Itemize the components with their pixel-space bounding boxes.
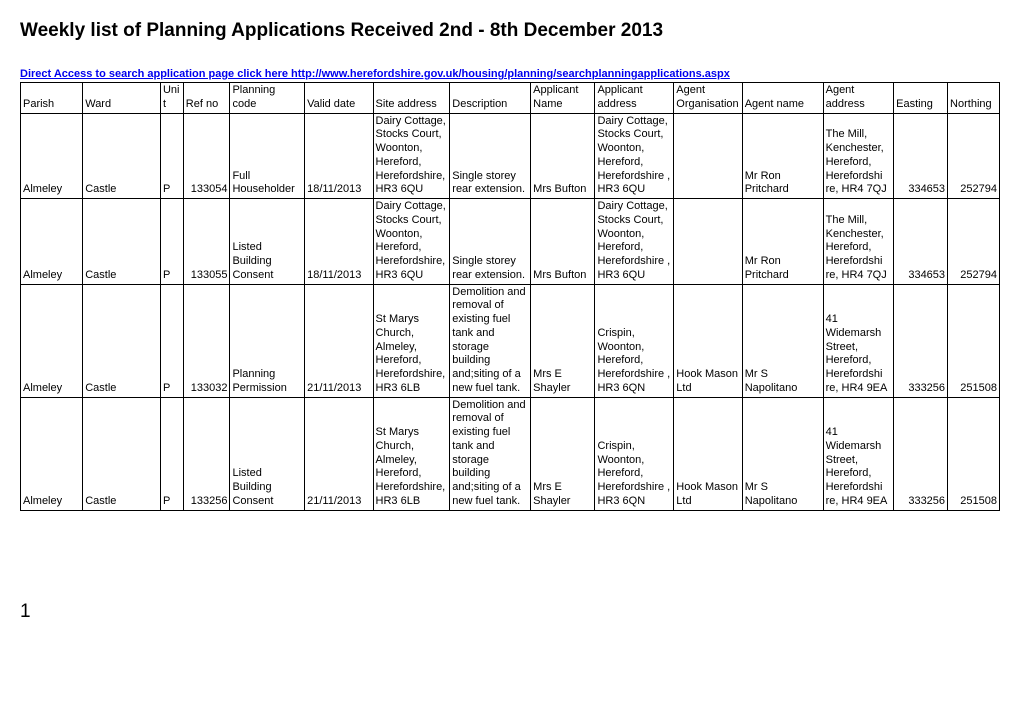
cell-unit: P <box>160 199 183 285</box>
col-valid: Valid date <box>305 83 373 114</box>
cell-agentorg <box>674 199 742 285</box>
col-agentnm: Agent name <box>742 83 823 114</box>
cell-appaddr: Dairy Cottage, Stocks Court, Woonton, He… <box>595 113 674 199</box>
cell-refno: 133055 <box>183 199 230 285</box>
search-application-link[interactable]: Direct Access to search application page… <box>20 68 730 80</box>
cell-agentorg <box>674 113 742 199</box>
col-refno: Ref no <box>183 83 230 114</box>
cell-agentnm: Mr Ron Pritchard <box>742 199 823 285</box>
cell-site: Dairy Cottage, Stocks Court, Woonton, He… <box>373 199 450 285</box>
cell-agentadr: 41 Widemarsh Street, Hereford, Herefords… <box>823 397 894 510</box>
cell-easting: 333256 <box>894 397 948 510</box>
cell-desc: Demolition and removal of existing fuel … <box>450 284 531 397</box>
cell-agentadr: The Mill, Kenchester, Hereford, Hereford… <box>823 199 894 285</box>
cell-appname: Mrs E Shayler <box>531 397 595 510</box>
cell-agentadr: The Mill, Kenchester, Hereford, Hereford… <box>823 113 894 199</box>
cell-easting: 334653 <box>894 199 948 285</box>
cell-code: Full Householder <box>230 113 305 199</box>
cell-code: Planning Permission <box>230 284 305 397</box>
cell-agentnm: Mr Ron Pritchard <box>742 113 823 199</box>
col-appname: Applicant Name <box>531 83 595 114</box>
cell-site: Dairy Cottage, Stocks Court, Woonton, He… <box>373 113 450 199</box>
cell-refno: 133054 <box>183 113 230 199</box>
cell-ward: Castle <box>83 397 161 510</box>
cell-agentnm: Mr S Napolitano <box>742 397 823 510</box>
cell-site: St Marys Church, Almeley, Hereford, Here… <box>373 284 450 397</box>
cell-unit: P <box>160 284 183 397</box>
cell-ward: Castle <box>83 113 161 199</box>
cell-appaddr: Crispin, Woonton, Hereford, Herefordshir… <box>595 284 674 397</box>
col-northing: Northing <box>948 83 1000 114</box>
cell-northing: 252794 <box>948 113 1000 199</box>
cell-easting: 334653 <box>894 113 948 199</box>
cell-appaddr: Dairy Cottage, Stocks Court, Woonton, He… <box>595 199 674 285</box>
cell-valid: 21/11/2013 <box>305 284 373 397</box>
cell-appname: Mrs Bufton <box>531 113 595 199</box>
cell-easting: 333256 <box>894 284 948 397</box>
cell-desc: Single storey rear extension. <box>450 113 531 199</box>
col-agentadr: Agent address <box>823 83 894 114</box>
page-number: 1 <box>20 601 1000 623</box>
cell-parish: Almeley <box>21 199 83 285</box>
cell-agentorg: Hook Mason Ltd <box>674 284 742 397</box>
cell-valid: 18/11/2013 <box>305 199 373 285</box>
cell-appname: Mrs E Shayler <box>531 284 595 397</box>
cell-appname: Mrs Bufton <box>531 199 595 285</box>
cell-valid: 21/11/2013 <box>305 397 373 510</box>
cell-desc: Demolition and removal of existing fuel … <box>450 397 531 510</box>
cell-parish: Almeley <box>21 284 83 397</box>
col-desc: Description <box>450 83 531 114</box>
table-row: AlmeleyCastleP133256Listed Building Cons… <box>21 397 1000 510</box>
cell-agentadr: 41 Widemarsh Street, Hereford, Herefords… <box>823 284 894 397</box>
cell-agentnm: Mr S Napolitano <box>742 284 823 397</box>
page-title: Weekly list of Planning Applications Rec… <box>20 20 1000 42</box>
col-appaddr: Applicant address <box>595 83 674 114</box>
cell-northing: 252794 <box>948 199 1000 285</box>
applications-table: Parish Ward Unit Ref no Planning code Va… <box>20 82 1000 511</box>
cell-desc: Single storey rear extension. <box>450 199 531 285</box>
cell-parish: Almeley <box>21 397 83 510</box>
table-row: AlmeleyCastleP133055Listed Building Cons… <box>21 199 1000 285</box>
cell-ward: Castle <box>83 284 161 397</box>
col-easting: Easting <box>894 83 948 114</box>
cell-refno: 133256 <box>183 397 230 510</box>
cell-northing: 251508 <box>948 397 1000 510</box>
cell-valid: 18/11/2013 <box>305 113 373 199</box>
cell-unit: P <box>160 113 183 199</box>
col-agentorg: Agent Organisation <box>674 83 742 114</box>
cell-code: Listed Building Consent <box>230 397 305 510</box>
cell-agentorg: Hook Mason Ltd <box>674 397 742 510</box>
cell-code: Listed Building Consent <box>230 199 305 285</box>
table-header-row: Parish Ward Unit Ref no Planning code Va… <box>21 83 1000 114</box>
table-row: AlmeleyCastleP133032Planning Permission2… <box>21 284 1000 397</box>
cell-site: St Marys Church, Almeley, Hereford, Here… <box>373 397 450 510</box>
col-parish: Parish <box>21 83 83 114</box>
cell-parish: Almeley <box>21 113 83 199</box>
col-code: Planning code <box>230 83 305 114</box>
table-row: AlmeleyCastleP133054Full Householder18/1… <box>21 113 1000 199</box>
cell-appaddr: Crispin, Woonton, Hereford, Herefordshir… <box>595 397 674 510</box>
cell-ward: Castle <box>83 199 161 285</box>
cell-unit: P <box>160 397 183 510</box>
cell-refno: 133032 <box>183 284 230 397</box>
col-site: Site address <box>373 83 450 114</box>
col-ward: Ward <box>83 83 161 114</box>
cell-northing: 251508 <box>948 284 1000 397</box>
col-unit: Unit <box>160 83 183 114</box>
